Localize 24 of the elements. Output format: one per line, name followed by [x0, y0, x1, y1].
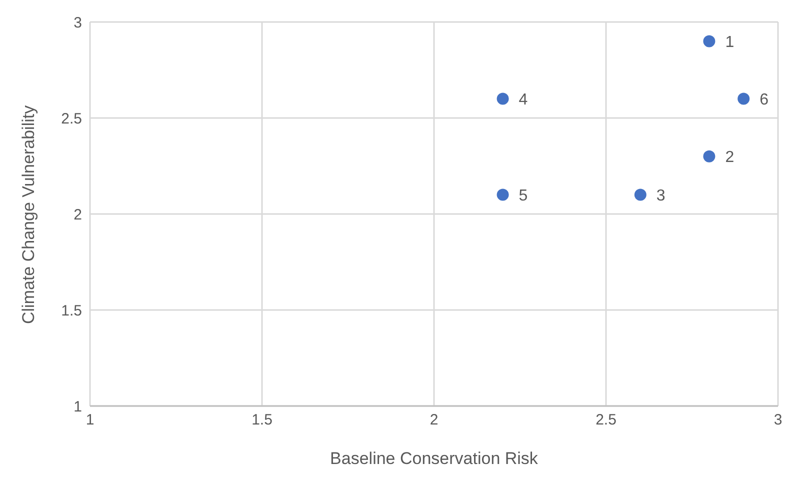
- annotation: 3: [656, 187, 666, 204]
- point: [496, 188, 509, 201]
- x-axis-title: Baseline Conservation Risk: [330, 449, 538, 468]
- y-tick-label: 1.5: [61, 302, 82, 320]
- y-tick-label: 2.5: [61, 110, 82, 128]
- annotation: 2: [725, 149, 734, 166]
- x-tick-label: 2.5: [596, 412, 616, 429]
- point: [703, 150, 716, 162]
- point: [496, 92, 509, 105]
- x-tick-label: 1.5: [252, 412, 272, 429]
- y-tick-label: 3: [74, 14, 82, 32]
- point: [738, 92, 750, 105]
- x-tick-label: 3: [774, 412, 782, 429]
- annotation: 6: [760, 91, 769, 108]
- y-tick-label: 1: [74, 398, 82, 416]
- y-tick-label: 2: [74, 206, 82, 224]
- annotation: 5: [518, 187, 528, 204]
- annotation: 1: [725, 34, 734, 51]
- x-tick-label: 2: [430, 412, 438, 429]
- annotation: 4: [518, 91, 528, 108]
- point: [634, 188, 646, 201]
- y-axis-title: Climate Change Vulnerability: [19, 104, 38, 324]
- point: [703, 35, 716, 48]
- x-tick-label: 1: [86, 412, 94, 429]
